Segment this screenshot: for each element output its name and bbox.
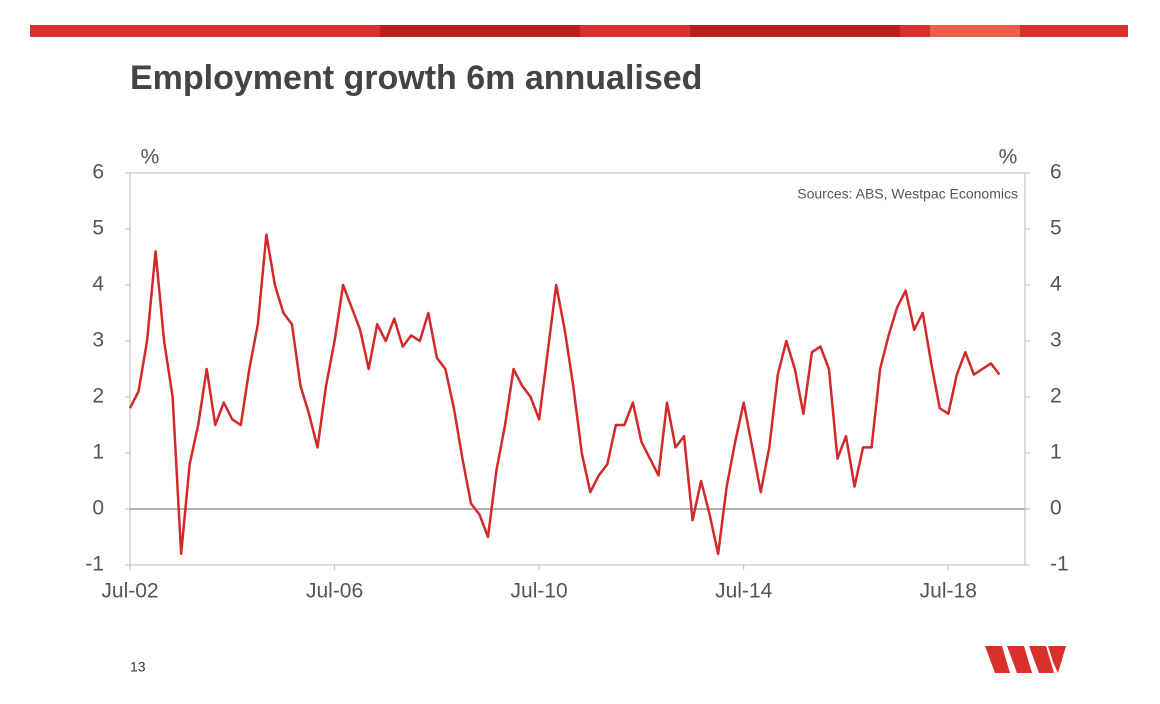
plot: -1 0 1 2 3 4 5 6 -1 0 1 2 3 4 5 6 Jul-02 Jul-06 Jul-10 Jul-… [85, 161, 1068, 603]
header-bar-segment [380, 25, 580, 37]
y2-tick-label: 4 [1050, 273, 1062, 296]
logo [985, 646, 1066, 673]
x-tick-label: Jul-10 [511, 580, 568, 603]
y2-tick-label: 2 [1050, 385, 1062, 408]
y-axis-label: % [141, 146, 160, 169]
y2-tick-label: 6 [1050, 161, 1062, 184]
x-tick-label: Jul-14 [715, 580, 773, 603]
header-bar-segment [930, 25, 1020, 37]
y-tick-label: 5 [92, 217, 104, 240]
y-tick-label: 3 [92, 329, 104, 352]
page-number: 13 [130, 659, 146, 675]
x-tick-label: Jul-06 [306, 580, 363, 603]
y2-tick-label: 3 [1050, 329, 1062, 352]
y2-tick-label: -1 [1050, 553, 1069, 576]
chart-title: Employment growth 6m annualised [130, 59, 702, 97]
x-tick-label: Jul-02 [101, 580, 158, 603]
x-tick-label: Jul-18 [920, 580, 977, 603]
y2-tick-label: 1 [1050, 441, 1062, 464]
plot-frame [129, 172, 1026, 566]
data-line [128, 233, 1001, 556]
y2-tick-label: 5 [1050, 217, 1062, 240]
y2-tick-label: 0 [1050, 497, 1062, 520]
y-tick-label: 6 [92, 161, 104, 184]
source-note: Sources: ABS, Westpac Economics [797, 186, 1018, 202]
y-tick-label: 4 [92, 273, 104, 296]
y-tick-label: 0 [92, 497, 104, 520]
y-tick-label: -1 [85, 553, 104, 576]
y-tick-label: 2 [92, 385, 104, 408]
y-tick-label: 1 [92, 441, 104, 464]
y2-axis-label: % [999, 146, 1018, 169]
header-bar-segment [690, 25, 900, 37]
